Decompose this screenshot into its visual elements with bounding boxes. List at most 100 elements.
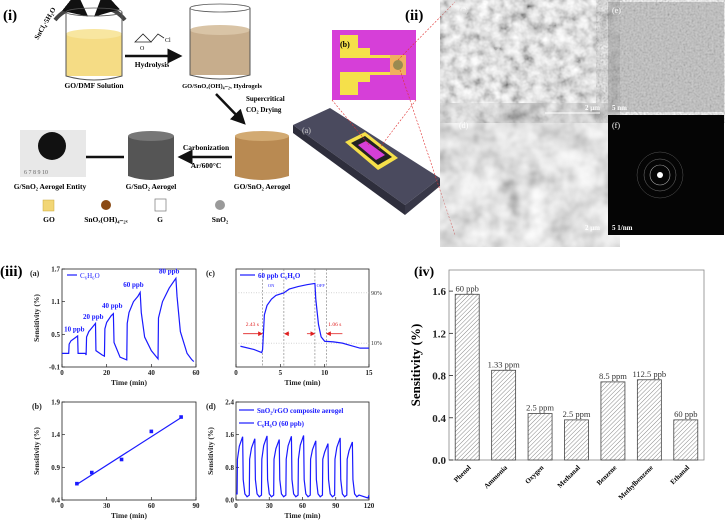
panel-iii-label: (iii) bbox=[0, 264, 23, 280]
x-tick-label: 30 bbox=[266, 502, 274, 510]
x-tick-label: 5 bbox=[279, 369, 283, 377]
y-tick-label: 1.1 bbox=[51, 298, 60, 306]
panel-iv-label: (iv) bbox=[414, 265, 435, 280]
chart-d-repeatability: 0 30 60 90 120 0.0 0.8 1.6 2.4 Time (min) Sensitiv… bbox=[206, 399, 375, 521]
annotation: ON bbox=[268, 283, 275, 288]
chart-c-response-time: 0 5 10 15 Time (min) (c) 90% 10% 60 ppb C₆H₆O ON O… bbox=[206, 268, 382, 387]
legend-sno2: SnO₂ bbox=[212, 215, 229, 224]
x-axis-label: Time (min) bbox=[111, 511, 147, 520]
data-label: 10 ppb bbox=[64, 326, 85, 334]
panel-letter: (b) bbox=[32, 402, 42, 411]
hline-label: 10% bbox=[371, 341, 382, 347]
series-line bbox=[240, 282, 369, 354]
x-tick-label: 90 bbox=[193, 502, 201, 510]
arrow-drying-icon bbox=[215, 93, 246, 125]
annotation: 2.43 s bbox=[246, 322, 259, 328]
plot-frame bbox=[61, 268, 197, 368]
x-axis-label: Time (min) bbox=[285, 511, 321, 520]
legend-snox: SnOₓ(OH)₄₋₂ₓ bbox=[84, 215, 128, 224]
panel-letter: (d) bbox=[206, 402, 216, 411]
panel-letter: (c) bbox=[206, 269, 215, 278]
image-d-label: (d) bbox=[459, 121, 469, 130]
y-axis-label: Sensitivity (%) bbox=[32, 294, 41, 342]
y-tick-label: 1.4 bbox=[51, 431, 60, 439]
bar-data-label: 1.33 ppm bbox=[488, 359, 521, 369]
x-tick-label: 120 bbox=[364, 502, 375, 510]
bar-methanal bbox=[564, 419, 589, 461]
y-tick-label: 1.9 bbox=[51, 399, 60, 407]
epoxide-oxygen: O bbox=[140, 46, 145, 52]
legend-g: G bbox=[157, 215, 163, 224]
beaker-2-label: GO/SnOₓ(OH)₄₋₂ₓ Hydrogels bbox=[182, 83, 262, 90]
data-label: 20 ppb bbox=[83, 313, 104, 321]
legend-label: SnO₂/rGO composite aerogel bbox=[257, 407, 343, 415]
image-e-scale: 5 nm bbox=[612, 104, 627, 112]
panel-i-synthesis-scheme: (i) SnCl₄·5H₂O GO/DMF Solution O Cl Hydr… bbox=[3, 0, 290, 224]
bar-phenol bbox=[454, 293, 480, 461]
x-tick-label: 30 bbox=[103, 502, 111, 510]
step-carbonization-cond: Ar/600°C bbox=[191, 161, 222, 170]
snox-particle-icon bbox=[101, 200, 111, 210]
y-tick-label: 1.7 bbox=[51, 266, 60, 274]
x-tick-label: 90 bbox=[332, 502, 340, 510]
beaker-1-label: GO/DMF Solution bbox=[64, 81, 124, 90]
y-tick-label: 1.6 bbox=[225, 431, 234, 439]
pour-arrow-left-icon bbox=[53, 0, 89, 22]
x-tick-label: 0 bbox=[234, 369, 238, 377]
panel-ii-sensor-and-microscopy: (ii) (a) (b) (c) 2 μm bbox=[293, 1, 724, 236]
data-point bbox=[119, 457, 124, 462]
series-line bbox=[62, 276, 195, 362]
y-tick-label: 0.9 bbox=[51, 464, 60, 472]
x-tick-label: Methanal bbox=[556, 464, 582, 490]
x-tick-label: 20 bbox=[103, 369, 111, 377]
image-d-scale: 2 μm bbox=[585, 224, 600, 232]
y-tick-label: 0.4 bbox=[51, 497, 60, 505]
data-label: 40 ppb bbox=[102, 302, 123, 310]
beaker-go-dmf bbox=[65, 7, 123, 81]
bar-data-label: 2.5 ppm bbox=[563, 409, 591, 419]
x-tick-label: 0 bbox=[60, 369, 64, 377]
plot-frame bbox=[235, 268, 370, 368]
epoxide-structure-icon: O Cl bbox=[134, 33, 171, 52]
data-point bbox=[179, 415, 183, 419]
chart-b-linear-fit: 0 30 60 90 0.4 0.9 1.4 1.9 Time (min) Sensitivity… bbox=[32, 399, 200, 521]
x-axis-label: Time (min) bbox=[111, 378, 147, 387]
panel-ii-label: (ii) bbox=[405, 8, 423, 24]
image-f-label: (f) bbox=[612, 121, 620, 130]
legend-label: C₆H₆O bbox=[80, 272, 100, 280]
step-carbonization: Carbonization bbox=[183, 143, 230, 152]
x-tick-label: Benzene bbox=[595, 464, 618, 487]
x-tick-label: Ethanal bbox=[669, 464, 691, 486]
photo-label: G/SnO₂ Aerogel Entity bbox=[14, 182, 87, 191]
x-tick-label: 60 bbox=[299, 502, 307, 510]
tem-image-e bbox=[608, 2, 724, 112]
bar-data-label: 60 ppb bbox=[456, 283, 479, 293]
fit-line bbox=[76, 417, 182, 485]
electrode-board: (b) bbox=[332, 30, 416, 100]
graphene-sheet-icon bbox=[154, 198, 167, 212]
zoom-lines bbox=[331, 1, 456, 236]
y-tick-label: 2.4 bbox=[225, 399, 234, 407]
y-tick-label: 0.0 bbox=[225, 497, 234, 505]
saed-image-f bbox=[608, 115, 724, 235]
x-tick-label: 40 bbox=[148, 369, 156, 377]
y-tick-label: 0.5 bbox=[51, 331, 60, 339]
y-tick-label: 0.8 bbox=[432, 371, 446, 383]
bar-ethanal bbox=[673, 419, 699, 461]
step-hydrolysis: Hydrolysis bbox=[135, 60, 170, 69]
y-tick-label: 1.6 bbox=[432, 286, 446, 298]
sno2-particle-icon bbox=[215, 200, 225, 210]
y-axis-label: Sensitivity (%) bbox=[32, 427, 41, 475]
reagent-label: SnCl₄·5H₂O bbox=[33, 6, 58, 41]
image-labels: (c) 2 μm (e) 5 nm (d) 2 μm (f) 5 1/nm bbox=[459, 6, 633, 232]
y-tick-label: 1.2 bbox=[432, 328, 446, 340]
legend-go: GO bbox=[43, 215, 55, 224]
data-label: 60 ppb bbox=[123, 281, 144, 289]
x-tick-label: 60 bbox=[148, 502, 156, 510]
chart-a-response: 0 20 40 60 -0.1 0.5 1.1 1.7 Time (min) Sensitivit… bbox=[30, 266, 200, 388]
step-drying-1: Supercritical bbox=[246, 95, 285, 103]
y-tick-label: 0.8 bbox=[225, 464, 234, 472]
x-tick-label: 60 bbox=[193, 369, 201, 377]
pour-arrow-right-icon bbox=[94, 0, 127, 22]
